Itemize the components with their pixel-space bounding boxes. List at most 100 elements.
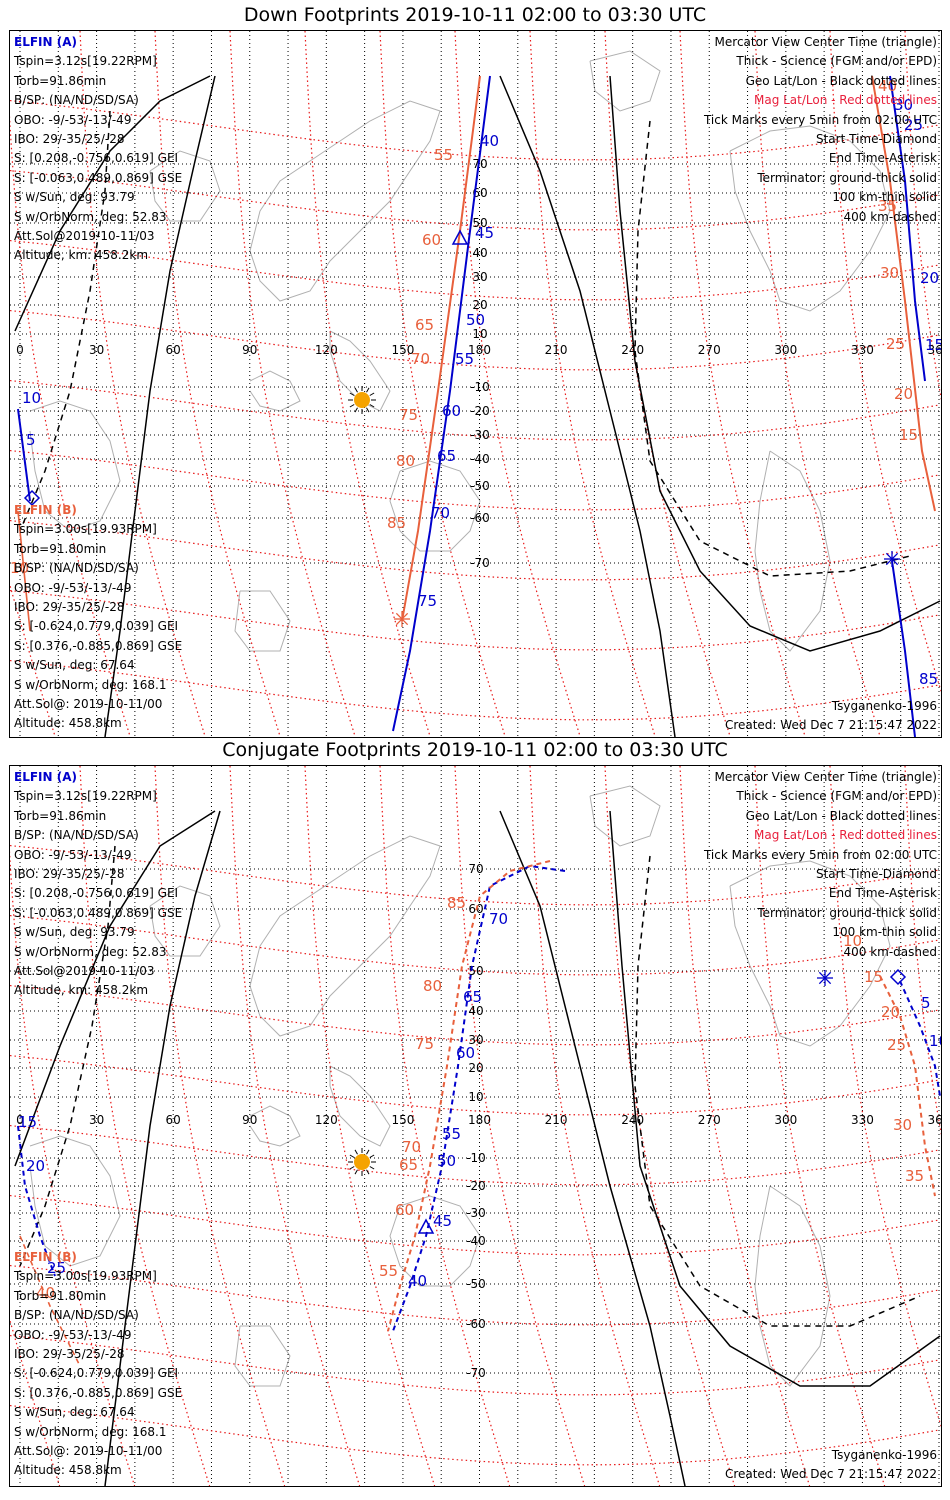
elfin-b-conj-track-right <box>879 975 936 1197</box>
sat-a-line: IBO: 29/-35/25/-28 <box>14 867 125 882</box>
lat-tick-label: -20 <box>470 404 490 418</box>
end-time-asterisk-icon <box>885 552 899 566</box>
elfin-b-conj-track-tick-label: 60 <box>395 1201 414 1219</box>
legend-line: 100 km-thin solid <box>832 190 937 205</box>
lon-tick-label: 150 <box>391 1113 414 1127</box>
terminator-line <box>14 75 211 332</box>
lon-tick-label: 30 <box>89 343 104 357</box>
sat-a-line: Torb=91.86min <box>14 73 107 88</box>
sat-b-name: ELFIN (B) <box>14 1250 77 1264</box>
lon-tick-label: 60 <box>166 343 181 357</box>
lon-tick-label: 300 <box>774 343 797 357</box>
lat-tick-label: -40 <box>466 1234 486 1248</box>
mag-lat-line <box>10 519 941 581</box>
lon-tick-label: 330 <box>851 1113 874 1127</box>
sat-b-line: Altitude: 458.8km <box>14 716 122 731</box>
elfin-b-down-track-tick-label: 60 <box>422 231 441 249</box>
elfin-b-conj-track-right-tick-label: 35 <box>905 1167 924 1185</box>
elfin-a-conj-track-tick-label: 40 <box>408 1272 427 1290</box>
lon-tick-label: 180 <box>468 343 491 357</box>
coastline <box>389 460 481 552</box>
lon-tick-label: 90 <box>242 343 257 357</box>
elfin-a-down-track-bottom-right <box>891 560 916 737</box>
elfin-a-conj-track-tick-label: 65 <box>463 988 482 1006</box>
lat-tick-label: -50 <box>470 479 490 493</box>
sat-a-line: Tspin=3.12s[19.22RPM] <box>14 54 157 69</box>
terminator-400km-line <box>634 855 921 1327</box>
sun-ray <box>349 1154 355 1158</box>
elfin-a-conj-track-left <box>17 1125 56 1277</box>
conjugate-footprints-panel: 0306090120150180210240270300330360706050… <box>9 765 942 1487</box>
lon-tick-label: 330 <box>851 343 874 357</box>
elfin-a-conj-track-left-tick-label: 25 <box>47 1259 66 1277</box>
lat-tick-label: 40 <box>472 246 487 260</box>
coastline <box>329 330 391 412</box>
sun-ray <box>369 404 375 408</box>
sat-b-line: Torb=91.80min <box>14 1288 107 1303</box>
lat-tick-label: -60 <box>466 1317 486 1331</box>
sun-ray <box>349 1166 355 1170</box>
elfin-a-down-track-tick-label: 40 <box>480 132 499 150</box>
lat-tick-label: 10 <box>472 327 487 341</box>
sat-a-line: S: [0.208,-0.756,0.619] GEI <box>14 886 179 901</box>
sun-ray <box>349 392 355 396</box>
lat-tick-label: -10 <box>470 380 490 394</box>
sat-a-line: S w/Sun, deg: 93.79 <box>14 925 135 940</box>
elfin-b-conj-track-tick-label: 85 <box>447 894 466 912</box>
lat-tick-label: 40 <box>468 1004 483 1018</box>
sat-a-line: B/SP: (NA/ND/SD/SA) <box>14 828 139 843</box>
sat-a-line: Tspin=3.12s[19.22RPM] <box>14 789 157 804</box>
sat-b-info: ELFIN (B) Tspin=3.00s[19.93RPM] Torb=91.… <box>14 1248 182 1481</box>
legend-line: Terminator: ground-thick solid <box>757 905 937 920</box>
elfin-a-conj-track-left-tick-label: 15 <box>18 1113 37 1131</box>
elfin-b-conj-track-right-tick-label: 10 <box>843 932 862 950</box>
lon-tick-label: 210 <box>545 343 568 357</box>
elfin-a-conj-track-tick-label: 60 <box>456 1044 475 1062</box>
sun-ray <box>354 1169 358 1175</box>
legend-line: Mercator View Center Time (triangle) <box>714 770 937 784</box>
lon-tick-label: 0 <box>16 343 24 357</box>
terminator-line <box>609 75 941 652</box>
elfin-a-down-track-right <box>889 75 926 382</box>
created-date: Created: Wed Dec 7 21:15:47 2022 <box>724 718 937 732</box>
sat-a-line: S w/Sun, deg: 93.79 <box>14 190 135 205</box>
mag-lon-line <box>304 31 431 737</box>
coastline <box>29 400 121 532</box>
sat-b-line: OBO: -9/-53/-13/-49 <box>14 580 132 595</box>
elfin-a-down-track-left-tick-label: 10 <box>22 389 41 407</box>
sun-icon <box>354 392 370 408</box>
coastline <box>729 125 891 312</box>
elfin-b-down-track-left-tick-label: 10 <box>10 559 29 577</box>
sat-a-name: ELFIN (A) <box>14 35 77 49</box>
start-time-diamond-icon <box>889 968 907 986</box>
lon-tick-label: 120 <box>315 343 338 357</box>
lat-tick-label: 50 <box>472 216 487 230</box>
lon-tick-label: 120 <box>315 1113 338 1127</box>
sat-b-line: OBO: -9/-53/-13/-49 <box>14 1327 132 1342</box>
sat-b-line: S: [0.376,-0.885,0.869] GSE <box>14 1385 183 1400</box>
lon-tick-label: 210 <box>545 1113 568 1127</box>
terminator-400km-line <box>19 845 116 1267</box>
elfin-b-down-track-tick-label: 70 <box>411 350 430 368</box>
mag-lat-line <box>10 1124 941 1186</box>
terminator-line <box>609 810 941 1387</box>
elfin-b-conj-track-tick-label: 70 <box>402 1138 421 1156</box>
legend-line: Mercator View Center Time (triangle) <box>714 35 937 49</box>
elfin-a-conj-track-tick-label: 70 <box>489 910 508 928</box>
elfin-a-down-track-bottom-right-tick-label: 85 <box>919 670 938 688</box>
elfin-b-conj-track-right-tick-label: 25 <box>887 1036 906 1054</box>
sun-ray <box>366 1169 370 1175</box>
sat-b-line: B/SP: (NA/ND/SD/SA) <box>14 1308 139 1323</box>
legend-line: Mag Lat/Lon - Red dotted lines <box>753 828 937 843</box>
mag-lat-line <box>10 1194 941 1256</box>
sun-icon <box>354 1154 370 1170</box>
lon-tick-label: 360 <box>928 343 941 357</box>
coastline <box>149 150 221 222</box>
sat-b-line: S w/Sun, deg: 67.64 <box>14 658 135 673</box>
model-credit: Tsyganenko-1996 Created: Wed Dec 7 21:15… <box>725 697 937 735</box>
legend-line: 100 km-thin solid <box>832 925 937 940</box>
coastline <box>589 50 661 112</box>
lat-tick-label: -60 <box>470 511 490 525</box>
mag-lat-line <box>10 1404 941 1466</box>
lat-tick-label: -20 <box>466 1179 486 1193</box>
